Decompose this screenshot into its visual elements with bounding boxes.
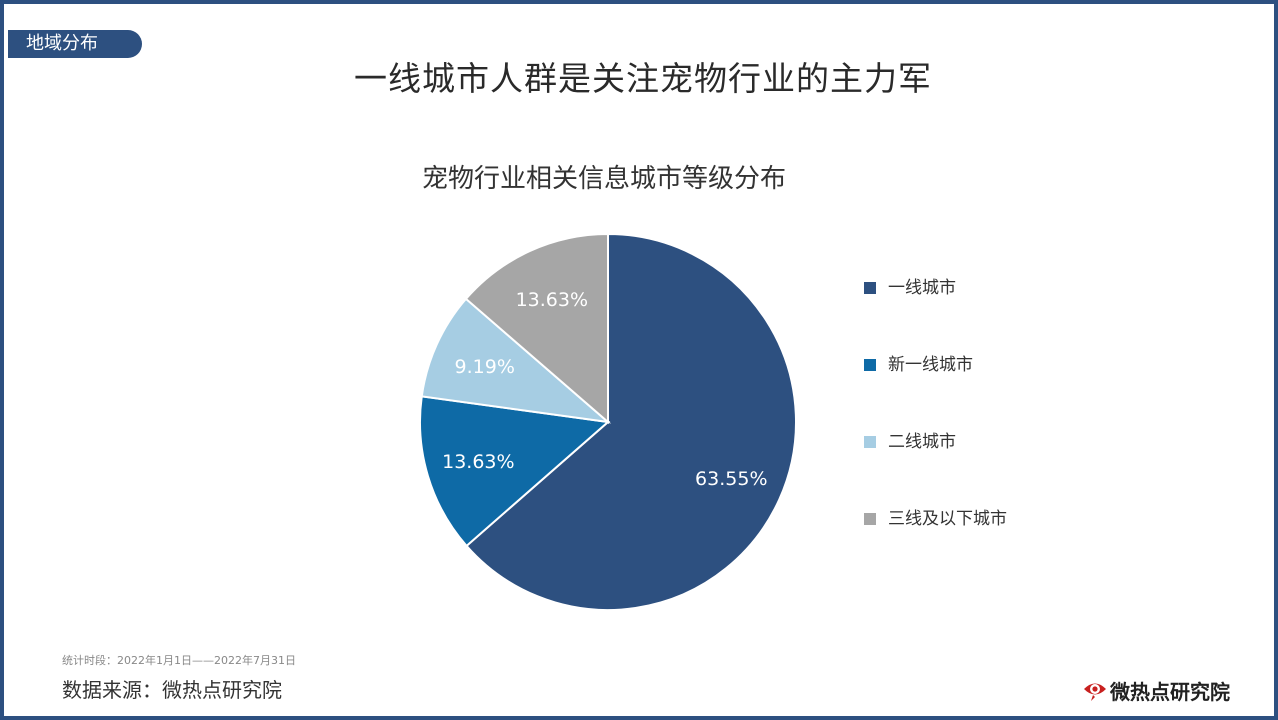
legend-label-3: 三线及以下城市 bbox=[888, 509, 1007, 529]
legend-label-2: 二线城市 bbox=[888, 432, 956, 452]
pie-chart: 63.55% 13.63% 9.19% 13.63% bbox=[419, 232, 797, 611]
data-source: 数据来源：微热点研究院 bbox=[62, 678, 282, 702]
legend-swatch-0 bbox=[864, 282, 876, 294]
chart-title: 宠物行业相关信息城市等级分布 bbox=[421, 164, 786, 194]
legend-label-1: 新一线城市 bbox=[888, 355, 973, 375]
legend-swatch-3 bbox=[864, 513, 876, 525]
pie-slice-3 bbox=[464, 232, 609, 425]
legend-label-0: 一线城市 bbox=[888, 278, 956, 298]
pie-slice-label-1: 13.63% bbox=[442, 451, 514, 473]
pie-slice-label-0: 63.55% bbox=[695, 468, 767, 490]
brand-name: 微热点研究院 bbox=[1110, 680, 1230, 704]
statistics-period: 统计时段：2022年1月1日——2022年7月31日 bbox=[62, 654, 296, 667]
pie-slice-1 bbox=[419, 395, 611, 548]
pie-slice-label-2: 9.19% bbox=[455, 356, 515, 378]
main-title: 一线城市人群是关注宠物行业的主力军 bbox=[354, 59, 932, 98]
legend-swatch-2 bbox=[864, 436, 876, 448]
pie-slice-0 bbox=[465, 232, 797, 611]
pie-slice-2 bbox=[420, 297, 612, 424]
legend-swatch-1 bbox=[864, 359, 876, 371]
pie-slice-label-3: 13.63% bbox=[516, 289, 588, 311]
section-tag: 地域分布 bbox=[8, 30, 142, 58]
eye-logo-icon bbox=[1084, 683, 1106, 701]
